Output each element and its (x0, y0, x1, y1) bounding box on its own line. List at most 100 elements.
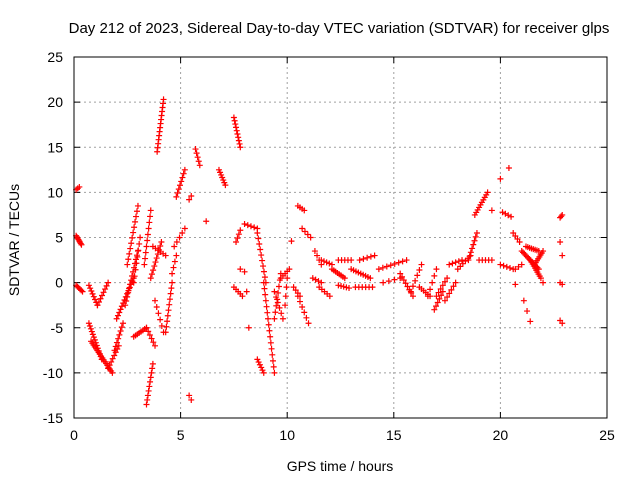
data-point (559, 320, 566, 327)
data-point (269, 351, 276, 358)
data-point (109, 369, 116, 376)
data-point (141, 261, 148, 268)
data-point (256, 361, 263, 368)
y-tick-label: -5 (51, 320, 64, 336)
data-point (385, 278, 392, 285)
data-point (181, 225, 188, 232)
y-tick-label: 20 (47, 94, 63, 110)
data-point (90, 334, 97, 341)
data-point (144, 392, 151, 399)
data-point (441, 278, 448, 285)
data-point (275, 283, 282, 290)
data-point (403, 257, 410, 264)
data-point (267, 339, 274, 346)
data-point (143, 243, 150, 250)
data-point (251, 224, 258, 231)
data-point (258, 252, 265, 259)
x-tick-label: 15 (386, 427, 402, 443)
data-point (303, 314, 310, 321)
data-point (282, 302, 289, 309)
data-point (261, 274, 268, 281)
data-point (256, 241, 263, 248)
data-point (260, 279, 267, 286)
data-point (234, 235, 241, 242)
data-point (380, 279, 387, 286)
data-point (232, 121, 239, 128)
data-point (176, 234, 183, 241)
data-point (85, 320, 92, 327)
data-point (254, 356, 261, 363)
data-point (162, 252, 169, 259)
data-point (164, 312, 171, 319)
data-point (262, 297, 269, 304)
y-tick-label: 0 (55, 275, 63, 291)
data-point (175, 186, 182, 193)
data-point (503, 263, 510, 270)
data-point (133, 213, 140, 220)
data-point (371, 252, 378, 259)
data-point (346, 285, 353, 292)
grid-layer (74, 57, 607, 418)
data-point (520, 297, 527, 304)
data-point (145, 328, 152, 335)
data-point (160, 96, 167, 103)
data-point (448, 286, 455, 293)
data-point (505, 165, 512, 172)
data-point (237, 227, 244, 234)
data-point (115, 342, 122, 349)
data-point (162, 329, 169, 336)
data-point (400, 277, 407, 284)
data-point (188, 396, 195, 403)
data-point (109, 355, 116, 362)
data-point (145, 225, 152, 232)
data-point (497, 175, 504, 182)
data-point (92, 296, 99, 303)
data-point (116, 309, 123, 316)
data-point (274, 299, 281, 306)
data-point (326, 293, 333, 300)
data-point (180, 170, 187, 177)
data-point (414, 272, 421, 279)
data-point (433, 293, 440, 300)
data-point (132, 218, 139, 225)
data-point (179, 174, 186, 181)
y-tick-label: 15 (47, 139, 63, 155)
data-point (375, 266, 382, 273)
data-point (259, 367, 266, 374)
data-point (235, 137, 242, 144)
data-point (124, 261, 131, 268)
data-point (234, 131, 241, 138)
data-point (527, 318, 534, 325)
data-point (271, 288, 278, 295)
data-point (145, 387, 152, 394)
data-point (348, 257, 355, 264)
data-point (266, 327, 273, 334)
data-point (283, 284, 290, 291)
data-point (147, 378, 154, 385)
data-point (91, 336, 98, 343)
data-point (360, 255, 367, 262)
data-point (163, 323, 170, 330)
data-point (518, 261, 525, 268)
data-point (99, 292, 106, 299)
data-point (262, 291, 269, 298)
data-point (194, 154, 201, 161)
data-point (137, 234, 144, 241)
data-point (279, 315, 286, 322)
data-point (335, 282, 342, 289)
data-point (173, 239, 180, 246)
data-point (115, 335, 122, 342)
data-point (512, 232, 519, 239)
data-point (76, 183, 83, 190)
y-tick-label: -10 (43, 365, 63, 381)
data-point (127, 281, 134, 288)
chart-title: Day 212 of 2023, Sidereal Day-to-day VTE… (69, 20, 610, 37)
data-point (195, 158, 202, 165)
data-point (111, 347, 118, 354)
data-point (407, 288, 414, 295)
data-point (488, 207, 495, 214)
data-point (271, 369, 278, 376)
data-point (124, 293, 131, 300)
data-point (506, 264, 513, 271)
